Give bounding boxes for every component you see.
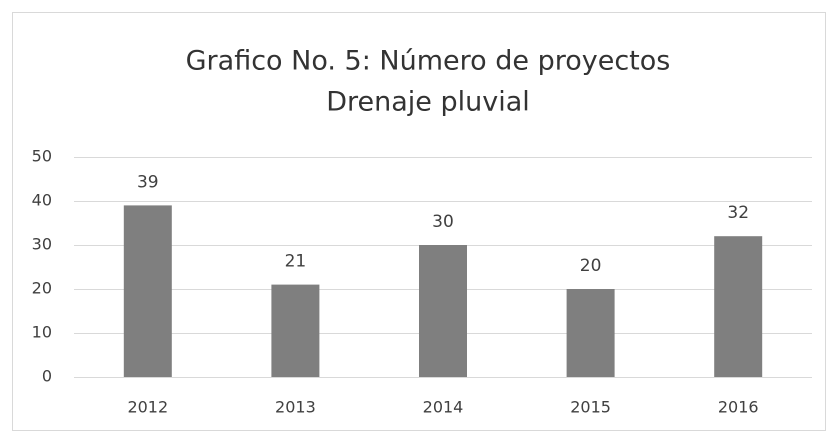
y-tick-label: 50 <box>32 147 52 166</box>
data-label: 21 <box>285 252 307 272</box>
data-label: 32 <box>727 203 749 223</box>
data-label: 39 <box>137 172 159 192</box>
bar <box>419 245 467 377</box>
y-tick-label: 20 <box>32 279 52 298</box>
bar <box>271 284 320 377</box>
data-label: 20 <box>580 256 602 276</box>
y-tick-label: 0 <box>42 367 52 386</box>
bar <box>566 289 615 377</box>
x-tick-label: 2015 <box>570 398 611 417</box>
y-tick-label: 10 <box>32 323 52 342</box>
chart-title: Drenaje pluvial <box>326 87 530 118</box>
x-tick-label: 2012 <box>127 398 168 417</box>
x-tick-label: 2014 <box>423 398 464 417</box>
x-tick-label: 2016 <box>718 398 759 417</box>
x-tick-label: 2013 <box>275 398 316 417</box>
y-tick-label: 40 <box>32 191 52 210</box>
data-label: 30 <box>432 212 454 232</box>
chart-title: Grafico No. 5: Número de proyectos <box>186 46 671 77</box>
y-tick-label: 30 <box>32 235 52 254</box>
bar <box>123 205 172 377</box>
bar <box>714 236 763 377</box>
